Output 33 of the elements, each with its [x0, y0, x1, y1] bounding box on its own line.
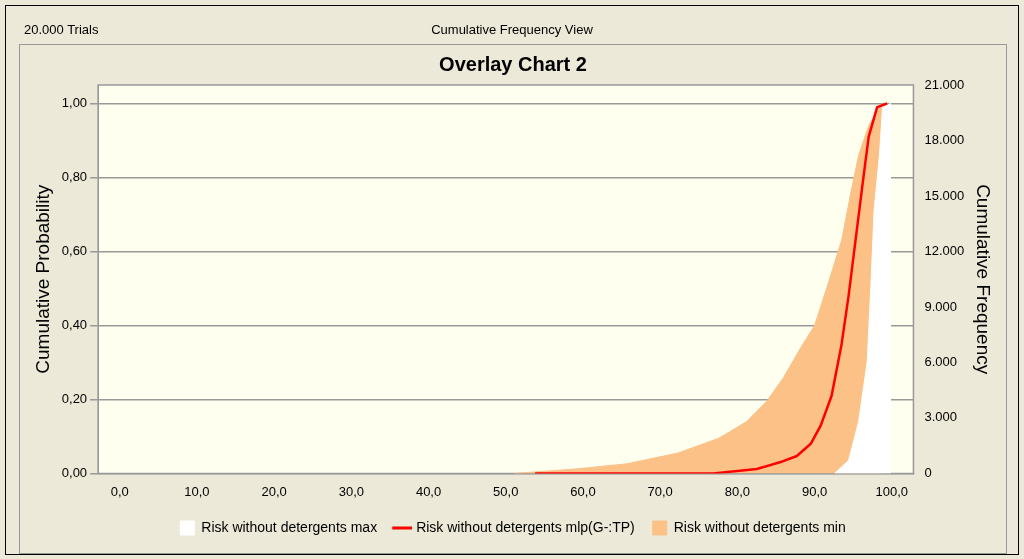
- y-tick-label: 0,40: [61, 317, 88, 333]
- x-tick-label: 90,0: [801, 483, 828, 499]
- y2-tick-label: 0: [924, 464, 932, 480]
- x-tick-label: 30,0: [338, 483, 365, 499]
- y2-tick-label: 18.000: [924, 132, 965, 148]
- x-tick-label: 0,0: [110, 483, 129, 499]
- x-tick-label: 100,0: [875, 483, 909, 499]
- y-tick-label: 0,00: [61, 464, 88, 480]
- x-tick-label: 40,0: [415, 483, 442, 499]
- y-tick-label: 0,20: [61, 391, 88, 406]
- y2-tick-label: 21.000: [924, 76, 965, 92]
- y2-tick-label: 3.000: [924, 409, 957, 425]
- x-tick-label: 10,0: [184, 483, 210, 499]
- y-tick-label: 0,60: [61, 243, 88, 259]
- x-tick-label: 80,0: [724, 483, 751, 499]
- y2-tick-label: 6.000: [924, 354, 957, 370]
- legend-label: Risk without detergents min: [673, 518, 846, 535]
- y2-tick-label: 15.000: [924, 187, 965, 203]
- y-tick-label: 0,80: [61, 169, 88, 185]
- legend-label: Risk without detergents max: [201, 518, 378, 535]
- y2-tick-label: 12.000: [924, 243, 965, 259]
- x-tick-label: 70,0: [647, 483, 673, 499]
- legend-label: Risk without detergents mlp(G-:TP): [416, 518, 635, 535]
- chart-title: Overlay Chart 2: [439, 52, 587, 75]
- y2-tick-label: 9.000: [924, 298, 957, 314]
- y2-axis-title: Cumulative Frequency: [973, 184, 995, 375]
- x-tick-label: 60,0: [570, 483, 596, 499]
- x-tick-label: 20,0: [261, 483, 287, 499]
- text: Cumulative Frequency View: [431, 22, 593, 37]
- y-tick-label: 1,00: [61, 95, 88, 111]
- x-tick-label: 50,0: [493, 483, 519, 499]
- y-axis-title: Cumulative Probability: [31, 184, 53, 374]
- text: 20.000 Trials: [24, 22, 99, 37]
